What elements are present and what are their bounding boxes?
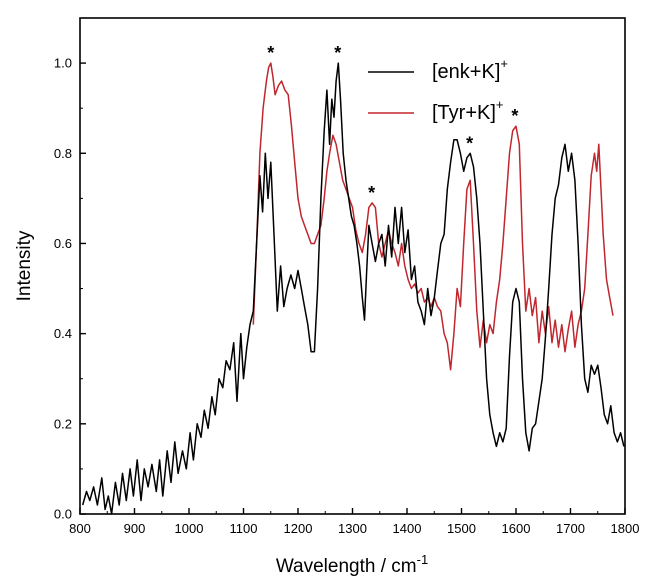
y-tick-label: 0.0 <box>54 507 72 522</box>
y-tick-label: 0.8 <box>54 146 72 161</box>
peak-marker-4: * <box>511 106 518 126</box>
y-tick-label: 0.6 <box>54 236 72 251</box>
legend-label-enk-superscript: + <box>500 56 508 71</box>
legend-label-tyr-superscript: + <box>496 97 504 112</box>
y-axis-ticks: 0.0 0.2 0.4 0.6 0.8 1.0 <box>54 17 86 522</box>
y-tick-label: 1.0 <box>54 56 72 71</box>
x-tick-label: 1700 <box>556 521 585 536</box>
y-tick-label: 0.4 <box>54 326 72 341</box>
series-line-enk <box>81 62 625 515</box>
x-axis-title-superscript: -1 <box>417 552 429 567</box>
legend-label-tyr: [Tyr+K]+ <box>432 97 504 124</box>
x-tick-label: 1400 <box>393 521 422 536</box>
x-axis-title: Wavelength / cm-1 <box>276 552 428 577</box>
x-tick-label: 1200 <box>284 521 313 536</box>
legend-label-enk: [enk+K]+ <box>432 56 508 83</box>
x-tick-label: 1800 <box>611 521 640 536</box>
plot-frame <box>79 17 626 515</box>
legend-label-enk-text: [enk+K] <box>432 61 500 83</box>
peak-marker-3: * <box>466 133 473 153</box>
peak-marker-0: * <box>267 43 274 63</box>
x-tick-label: 900 <box>124 521 146 536</box>
x-tick-label: 1600 <box>502 521 531 536</box>
x-tick-label: 1100 <box>230 521 258 536</box>
legend-label-tyr-text: [Tyr+K] <box>432 102 496 124</box>
y-tick-label: 0.2 <box>54 416 72 431</box>
x-axis-title-text: Wavelength / cm <box>276 556 417 577</box>
x-tick-label: 1500 <box>447 521 476 536</box>
x-tick-label: 1000 <box>175 521 204 536</box>
peak-marker-2: * <box>368 183 375 203</box>
series-layer <box>81 62 625 515</box>
y-axis-title: Intensity <box>14 230 35 301</box>
x-axis-ticks: 800 900 1000 1100 1200 1300 1400 1500 1600 1700 18… <box>69 508 639 536</box>
x-tick-label: 1300 <box>338 521 367 536</box>
series-line-tyr <box>252 62 614 371</box>
legend: [enk+K]+ [Tyr+K]+ <box>368 56 508 124</box>
peak-annotations: * * * * * <box>267 43 518 203</box>
peak-marker-1: * <box>334 43 341 63</box>
x-tick-label: 800 <box>69 521 91 536</box>
